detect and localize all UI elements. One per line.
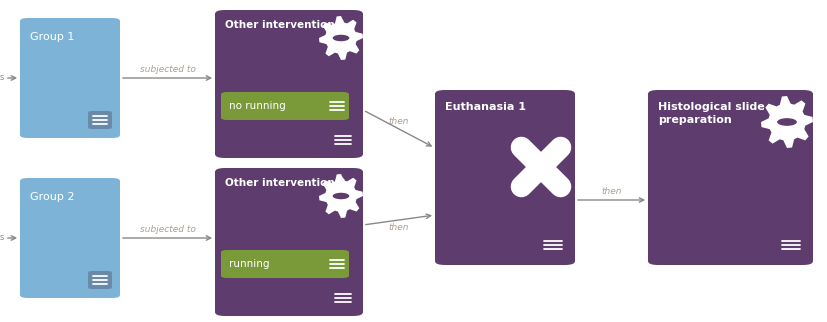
FancyBboxPatch shape — [88, 271, 112, 289]
FancyBboxPatch shape — [20, 178, 120, 298]
Text: subjected to: subjected to — [140, 225, 195, 234]
Text: Group 1: Group 1 — [30, 32, 74, 42]
FancyBboxPatch shape — [20, 18, 120, 138]
Text: subjected to: subjected to — [140, 65, 195, 74]
Text: Group 2: Group 2 — [30, 192, 74, 202]
Circle shape — [332, 193, 349, 199]
Circle shape — [777, 118, 797, 126]
Text: running: running — [229, 259, 270, 269]
Polygon shape — [319, 16, 363, 60]
FancyBboxPatch shape — [88, 111, 112, 129]
Text: Other intervention 2: Other intervention 2 — [225, 178, 346, 188]
FancyBboxPatch shape — [648, 90, 813, 265]
Text: Other intervention 1: Other intervention 1 — [225, 20, 346, 30]
Polygon shape — [761, 96, 813, 148]
Polygon shape — [319, 174, 363, 218]
Text: Histological slide
preparation: Histological slide preparation — [658, 102, 765, 125]
FancyBboxPatch shape — [215, 10, 363, 158]
Text: s: s — [0, 73, 4, 82]
FancyBboxPatch shape — [435, 90, 575, 265]
Text: s: s — [0, 233, 4, 242]
Text: Euthanasia 1: Euthanasia 1 — [445, 102, 526, 112]
Text: no running: no running — [229, 101, 286, 111]
Text: then: then — [389, 117, 409, 126]
FancyBboxPatch shape — [221, 250, 349, 278]
Circle shape — [332, 35, 349, 41]
Text: then: then — [601, 187, 622, 196]
FancyBboxPatch shape — [221, 92, 349, 120]
FancyBboxPatch shape — [215, 168, 363, 316]
Text: then: then — [389, 223, 409, 232]
